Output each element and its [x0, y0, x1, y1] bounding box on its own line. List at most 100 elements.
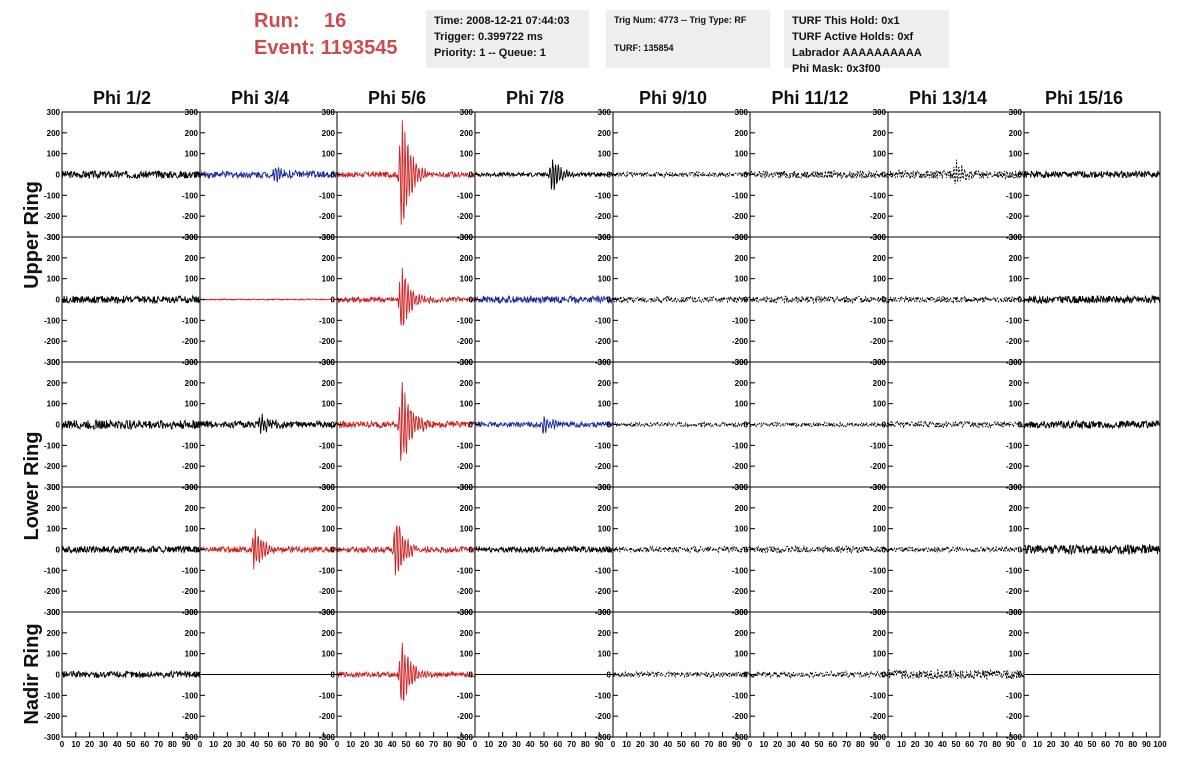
xtick-label-c7-1: 10	[1033, 740, 1042, 749]
ytick-label-r1-c1-4: -100	[182, 316, 199, 325]
ytick-label-r2-c2-0: 300	[322, 358, 336, 367]
ytick-label-r0-c3-2: 100	[460, 150, 474, 159]
ytick-label-r1-c7-3: 0	[1018, 296, 1023, 305]
waveform-r1-c1	[199, 298, 338, 301]
ytick-label-r2-c4-5: -200	[595, 462, 612, 471]
ytick-label-r1-c1-3: 0	[194, 296, 199, 305]
ytick-label-r2-c7-4: -100	[1006, 441, 1023, 450]
ytick-label-r3-c5-4: -100	[732, 566, 749, 575]
xtick-label-c7-6: 60	[1101, 740, 1110, 749]
ytick-label-r4-c2-2: 100	[322, 650, 336, 659]
xtick-label-c6-1: 10	[897, 740, 906, 749]
ytick-label-r4-c2-3: 0	[331, 671, 336, 680]
ytick-label-r1-c4-3: 0	[607, 296, 612, 305]
ytick-label-r2-c2-1: 200	[322, 379, 336, 388]
ytick-label-r3-c3-4: -100	[457, 566, 474, 575]
ytick-label-r4-c3-3: 0	[469, 671, 474, 680]
waveform-r2-c6	[887, 419, 1025, 429]
event-label: Event:	[254, 37, 316, 59]
ytick-label-r4-c5-3: 0	[744, 671, 749, 680]
ytick-label-r2-c5-4: -100	[732, 441, 749, 450]
ytick-label-r0-c4-5: -200	[595, 212, 612, 221]
waveform-r2-c1	[199, 413, 338, 434]
ytick-label-r3-c2-1: 200	[322, 504, 336, 513]
ytick-label-r4-c6-3: 0	[882, 671, 887, 680]
xtick-label-c2-4: 40	[388, 740, 397, 749]
waveform-r0-c4	[612, 170, 751, 179]
ytick-label-r0-c3-5: -200	[457, 212, 474, 221]
xtick-label-c5-8: 80	[856, 740, 865, 749]
xtick-label-c6-2: 20	[911, 740, 920, 749]
xtick-label-c5-2: 20	[773, 740, 782, 749]
ytick-label-r1-c0-3: 0	[56, 296, 61, 305]
ytick-label-r3-c1-5: -200	[182, 587, 199, 596]
ytick-label-r1-c3-0: 300	[460, 233, 474, 242]
ytick-label-r4-c2-6: -300	[319, 733, 336, 742]
ytick-label-r2-c0-0: 300	[47, 358, 61, 367]
ytick-label-r4-c0-5: -200	[44, 712, 61, 721]
ytick-label-r2-c0-3: 0	[56, 421, 61, 430]
waveform-r0-c7	[1023, 169, 1161, 179]
ytick-label-r1-c5-0: 300	[735, 233, 749, 242]
turf-hold-line: TURF This Hold: 0x1	[792, 15, 900, 27]
ytick-label-r4-c0-0: 300	[47, 608, 61, 617]
ytick-label-r3-c0-0: 300	[47, 483, 61, 492]
ytick-label-r4-c5-4: -100	[732, 691, 749, 700]
ytick-label-r0-c6-3: 0	[882, 171, 887, 180]
ytick-label-r2-c6-0: 300	[873, 358, 887, 367]
ytick-label-r1-c2-3: 0	[331, 296, 336, 305]
ytick-label-r2-c3-0: 300	[460, 358, 474, 367]
ytick-label-r0-c5-1: 200	[735, 129, 749, 138]
ytick-label-r2-c6-1: 200	[873, 379, 887, 388]
ytick-label-r4-c5-6: -300	[732, 733, 749, 742]
waveform-r3-c2	[336, 525, 476, 576]
labrador-line: Labrador AAAAAAAAAA	[792, 47, 922, 59]
ytick-label-r0-c4-4: -100	[595, 191, 612, 200]
ytick-label-r4-c4-4: -100	[595, 691, 612, 700]
xtick-label-c6-8: 80	[992, 740, 1001, 749]
ytick-label-r2-c4-1: 200	[598, 379, 612, 388]
ytick-label-r3-c6-4: -100	[870, 566, 887, 575]
xtick-label-c4-3: 30	[650, 740, 659, 749]
ytick-label-r1-c7-4: -100	[1006, 316, 1023, 325]
ytick-label-r0-c4-1: 200	[598, 129, 612, 138]
ytick-label-r2-c7-0: 300	[1009, 358, 1023, 367]
ytick-label-r4-c1-6: -300	[182, 733, 199, 742]
ytick-label-r1-c0-1: 200	[47, 254, 61, 263]
ytick-label-r0-c5-2: 100	[735, 150, 749, 159]
ytick-label-r3-c1-4: -100	[182, 566, 199, 575]
waveform-r2-c3	[474, 416, 614, 434]
column-header-phi-15-16: Phi 15/16	[1044, 88, 1124, 108]
ytick-label-r2-c5-2: 100	[735, 400, 749, 409]
xtick-label-c0-0: 0	[60, 740, 65, 749]
ytick-label-r0-c7-0: 300	[1009, 108, 1023, 117]
ytick-label-r3-c4-2: 100	[598, 525, 612, 534]
ytick-label-r0-c1-4: -100	[182, 191, 199, 200]
waveform-r0-c3	[474, 159, 614, 191]
ytick-label-r1-c0-6: -300	[44, 358, 61, 367]
ytick-label-r2-c6-2: 100	[873, 400, 887, 409]
ytick-label-r2-c2-3: 0	[331, 421, 336, 430]
ytick-label-r2-c2-4: -100	[319, 441, 336, 450]
ytick-label-r1-c0-5: -200	[44, 337, 61, 346]
ytick-label-r3-c1-3: 0	[194, 546, 199, 555]
xtick-label-c1-7: 70	[291, 740, 300, 749]
xtick-label-c3-0: 0	[473, 740, 478, 749]
ytick-label-r4-c6-5: -200	[870, 712, 887, 721]
ytick-label-r2-c2-5: -200	[319, 462, 336, 471]
xtick-label-c7-4: 40	[1074, 740, 1083, 749]
xtick-label-c3-9: 90	[595, 740, 604, 749]
ytick-label-r3-c1-2: 100	[185, 525, 199, 534]
column-header-phi-1-2: Phi 1/2	[92, 88, 152, 108]
ytick-label-r0-c0-0: 300	[47, 108, 61, 117]
ytick-label-r1-c2-0: 300	[322, 233, 336, 242]
ytick-label-r3-c3-5: -200	[457, 587, 474, 596]
ytick-label-r0-c2-5: -200	[319, 212, 336, 221]
waveform-r1-c5	[749, 295, 889, 305]
ytick-label-r0-c0-4: -100	[44, 191, 61, 200]
ytick-label-r3-c3-2: 100	[460, 525, 474, 534]
xtick-label-c4-1: 10	[622, 740, 631, 749]
xtick-label-c7-0: 0	[1022, 740, 1027, 749]
ytick-label-r1-c5-2: 100	[735, 275, 749, 284]
ytick-label-r1-c5-1: 200	[735, 254, 749, 263]
